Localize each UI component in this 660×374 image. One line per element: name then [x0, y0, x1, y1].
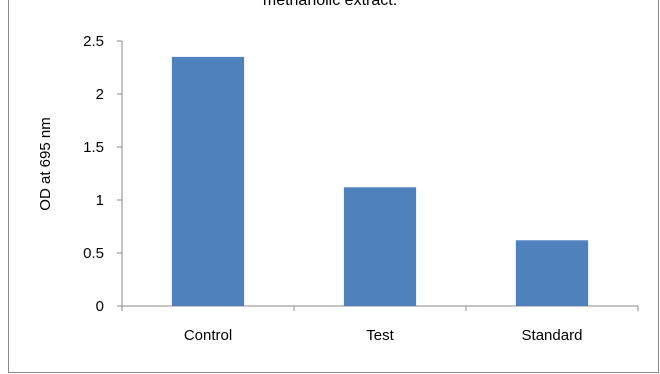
x-category-label: Test [366, 327, 394, 344]
x-category-label: Standard [522, 327, 583, 344]
bar-control [171, 56, 245, 307]
y-tick-label: 2 [96, 86, 104, 103]
chart-area [8, 0, 659, 373]
x-category-label: Control [184, 327, 232, 344]
y-tick-label: 0.5 [83, 245, 104, 262]
bar-test [343, 187, 417, 306]
y-axis-label: OD at 695 nm [37, 117, 54, 210]
y-tick-label: 1.5 [83, 139, 104, 156]
y-tick-label: 0 [96, 298, 104, 315]
y-tick-label: 1 [96, 192, 104, 209]
chart-title: methanolic extract. [262, 0, 398, 9]
bar-standard [515, 240, 589, 306]
y-tick-label: 2.5 [83, 33, 104, 50]
